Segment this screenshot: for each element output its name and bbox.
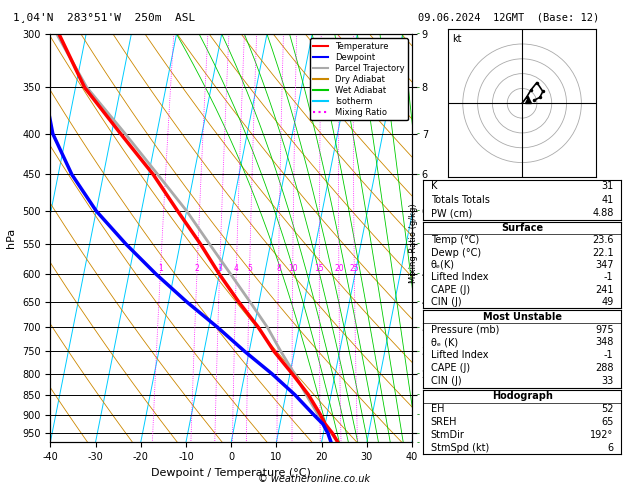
Text: θₑ (K): θₑ (K) xyxy=(431,337,458,347)
Text: 347: 347 xyxy=(595,260,613,270)
Text: -: - xyxy=(417,83,420,92)
Text: -: - xyxy=(417,429,420,438)
Text: Totals Totals: Totals Totals xyxy=(431,195,489,205)
Text: SREH: SREH xyxy=(431,417,457,427)
Text: θₑ(K): θₑ(K) xyxy=(431,260,455,270)
Text: 33: 33 xyxy=(601,376,613,386)
Text: Dewp (°C): Dewp (°C) xyxy=(431,247,481,258)
Text: -: - xyxy=(417,410,420,419)
Text: © weatheronline.co.uk: © weatheronline.co.uk xyxy=(259,473,370,484)
Text: 4.88: 4.88 xyxy=(592,208,613,218)
Text: 22.1: 22.1 xyxy=(592,247,613,258)
Text: 49: 49 xyxy=(601,297,613,307)
Text: 20: 20 xyxy=(334,264,343,273)
Text: 348: 348 xyxy=(595,337,613,347)
Text: -1: -1 xyxy=(604,350,613,361)
Text: 31: 31 xyxy=(601,181,613,191)
Text: Most Unstable: Most Unstable xyxy=(482,312,562,322)
Text: CAPE (J): CAPE (J) xyxy=(431,285,470,295)
Text: 3: 3 xyxy=(217,264,222,273)
Text: Pressure (mb): Pressure (mb) xyxy=(431,325,499,334)
Text: -: - xyxy=(417,270,420,278)
Text: 2: 2 xyxy=(195,264,199,273)
Text: Surface: Surface xyxy=(501,223,543,233)
Legend: Temperature, Dewpoint, Parcel Trajectory, Dry Adiabat, Wet Adiabat, Isotherm, Mi: Temperature, Dewpoint, Parcel Trajectory… xyxy=(310,38,408,121)
Text: 6: 6 xyxy=(608,443,613,452)
Text: 288: 288 xyxy=(595,364,613,373)
X-axis label: Dewpoint / Temperature (°C): Dewpoint / Temperature (°C) xyxy=(151,468,311,478)
Text: 65: 65 xyxy=(601,417,613,427)
Text: -: - xyxy=(417,207,420,215)
Text: PW (cm): PW (cm) xyxy=(431,208,472,218)
Text: 23.6: 23.6 xyxy=(592,235,613,245)
Text: -: - xyxy=(417,323,420,332)
Text: -: - xyxy=(417,369,420,378)
Text: 5: 5 xyxy=(247,264,252,273)
Text: Hodograph: Hodograph xyxy=(492,391,552,401)
Text: -: - xyxy=(417,297,420,306)
Text: 192°: 192° xyxy=(590,430,613,440)
Text: -: - xyxy=(417,240,420,248)
Text: CIN (J): CIN (J) xyxy=(431,376,461,386)
Text: -: - xyxy=(417,30,420,38)
Text: 25: 25 xyxy=(350,264,359,273)
Text: -: - xyxy=(417,129,420,138)
Text: 52: 52 xyxy=(601,404,613,414)
Text: -: - xyxy=(417,390,420,399)
Text: 1¸04'N  283°51'W  250m  ASL: 1¸04'N 283°51'W 250m ASL xyxy=(13,12,195,22)
Text: 10: 10 xyxy=(288,264,298,273)
Text: Temp (°C): Temp (°C) xyxy=(431,235,479,245)
Text: CIN (J): CIN (J) xyxy=(431,297,461,307)
Text: EH: EH xyxy=(431,404,444,414)
Text: CAPE (J): CAPE (J) xyxy=(431,364,470,373)
Text: 09.06.2024  12GMT  (Base: 12): 09.06.2024 12GMT (Base: 12) xyxy=(418,12,599,22)
Text: 975: 975 xyxy=(595,325,613,334)
Text: Lifted Index: Lifted Index xyxy=(431,272,488,282)
Text: 1: 1 xyxy=(159,264,163,273)
Y-axis label: km
ASL: km ASL xyxy=(458,227,476,249)
Text: -1: -1 xyxy=(604,272,613,282)
Text: 41: 41 xyxy=(601,195,613,205)
Y-axis label: hPa: hPa xyxy=(6,228,16,248)
Text: 241: 241 xyxy=(595,285,613,295)
Text: StmDir: StmDir xyxy=(431,430,464,440)
Text: kt: kt xyxy=(452,34,462,44)
Text: StmSpd (kt): StmSpd (kt) xyxy=(431,443,489,452)
Text: Mixing Ratio (g/kg): Mixing Ratio (g/kg) xyxy=(409,203,418,283)
Text: 8: 8 xyxy=(276,264,281,273)
Text: -: - xyxy=(417,347,420,356)
Text: Lifted Index: Lifted Index xyxy=(431,350,488,361)
Text: K: K xyxy=(431,181,437,191)
Text: -: - xyxy=(417,438,420,447)
Text: 15: 15 xyxy=(314,264,324,273)
Text: -: - xyxy=(417,170,420,179)
Text: 4: 4 xyxy=(234,264,239,273)
